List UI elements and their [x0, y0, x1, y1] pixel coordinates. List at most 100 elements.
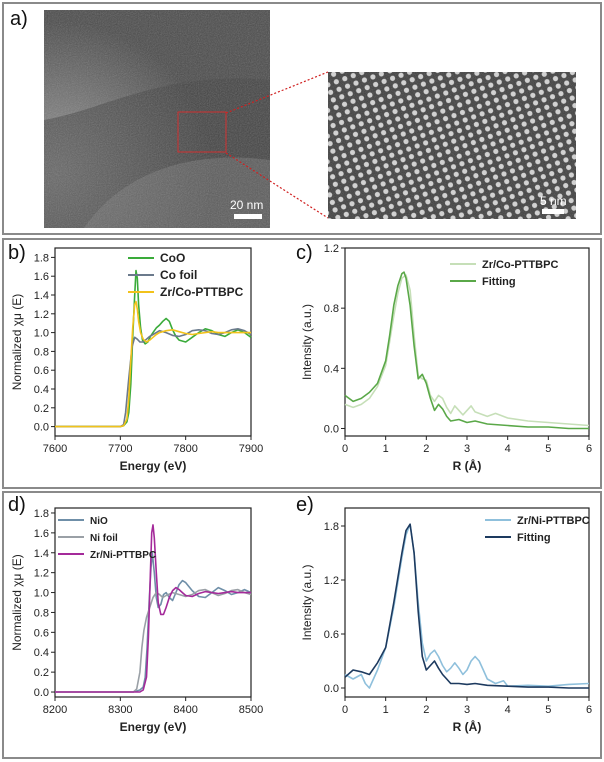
y-axis-label: Intensity (a.u.) — [300, 304, 314, 380]
series-line-co-foil — [55, 328, 252, 428]
x-tick-label: 8500 — [239, 704, 263, 716]
plot-frame-b — [54, 247, 252, 437]
legend-label: NiO — [90, 516, 108, 527]
plot-frame-d — [54, 507, 252, 698]
y-tick-label: 0.0 — [324, 683, 339, 695]
legend-label: Zr/Co-PTTBPC — [482, 259, 558, 271]
y-tick-label: 0.2 — [34, 667, 49, 679]
y-tick-label: 1.2 — [324, 575, 339, 587]
legend-label: Zr/Ni-PTTBPC — [517, 515, 590, 527]
x-tick-label: 2 — [423, 443, 429, 455]
x-tick-label: 5 — [545, 704, 551, 716]
x-tick-label: 0 — [342, 704, 348, 716]
panel-bc-frame — [2, 238, 602, 489]
zoom-connector-lines — [225, 71, 329, 219]
y-tick-label: 1.2 — [34, 309, 49, 321]
chart-b-xanes-co: 7600 7700 7800 7900 0.0 0.2 0.4 0.6 0.8 1.0 1.2 1.4… — [10, 247, 263, 473]
chart-d-xanes-ni: 8200 8300 8400 8500 0.0 0.2 0.4 0.6 0.8 1.0 1.2 1.4… — [10, 507, 263, 734]
y-tick-label: 1.2 — [324, 243, 339, 255]
x-tick-label: 7700 — [108, 443, 132, 455]
series-line-nio — [55, 551, 252, 693]
panel-c-label: c) — [296, 242, 313, 264]
series-line-fitting — [344, 271, 589, 430]
chart-c-exafs-co: 0 1 2 3 4 5 6 0.0 0.4 0.8 1.2 R (Å) Intensity (a.u.)… — [300, 243, 592, 473]
tem-zoom-graphic — [328, 72, 576, 219]
y-tick-label: 1.6 — [34, 271, 49, 283]
y-tick-label: 1.4 — [34, 290, 49, 302]
y-tick-label: 0.0 — [34, 422, 49, 434]
x-tick-label: 8400 — [173, 704, 197, 716]
y-tick-label: 0.8 — [34, 346, 49, 358]
y-tick-label: 0.0 — [324, 423, 339, 435]
x-axis-label: Energy (eV) — [120, 720, 187, 734]
legend-label: Fitting — [482, 276, 516, 288]
scale-bar-left — [234, 214, 262, 219]
y-tick-label: 0.6 — [324, 629, 339, 641]
x-tick-label: 5 — [545, 443, 551, 455]
x-axis-label: R (Å) — [453, 719, 482, 734]
y-tick-label: 1.4 — [34, 548, 49, 560]
y-tick-label: 0.6 — [34, 365, 49, 377]
x-tick-label: 3 — [464, 704, 470, 716]
legend-label: Fitting — [517, 532, 551, 544]
x-tick-label: 8200 — [43, 704, 67, 716]
y-tick-label: 0.4 — [34, 647, 49, 659]
x-tick-label: 8300 — [108, 704, 132, 716]
y-tick-label: 1.8 — [34, 252, 49, 264]
panel-e-label: e) — [296, 494, 314, 516]
y-tick-label: 0.2 — [34, 403, 49, 415]
x-tick-label: 7800 — [173, 443, 197, 455]
x-tick-label: 0 — [342, 443, 348, 455]
panel-d-label: d) — [8, 494, 26, 516]
x-tick-label: 6 — [586, 443, 592, 455]
series-line-zr-ni-pttbpc — [344, 523, 590, 689]
series-line-zr-ni-pttbpc — [55, 524, 251, 693]
y-tick-label: 1.8 — [324, 521, 339, 533]
zoom-region-box — [177, 111, 227, 153]
y-tick-label: 1.8 — [34, 508, 49, 520]
y-tick-label: 0.4 — [34, 384, 49, 396]
x-tick-label: 3 — [464, 443, 470, 455]
scale-label-left: 20 nm — [230, 198, 264, 212]
legend-label: Zr/Ni-PTTBPC — [90, 550, 156, 561]
panel-a-frame — [2, 2, 602, 235]
series-line-zr-co-pttbpc — [55, 300, 251, 428]
y-tick-label: 1.0 — [34, 328, 49, 340]
y-tick-label: 1.2 — [34, 568, 49, 580]
y-tick-label: 1.6 — [34, 528, 49, 540]
x-tick-label: 1 — [383, 443, 389, 455]
x-tick-label: 2 — [423, 704, 429, 716]
legend-label: CoO — [160, 251, 185, 265]
x-tick-label: 6 — [586, 704, 592, 716]
y-tick-label: 0.8 — [34, 607, 49, 619]
y-axis-label: Normalized χμ (E) — [10, 554, 24, 651]
plot-frame-c — [344, 247, 590, 437]
y-tick-label: 0.8 — [324, 303, 339, 315]
x-axis-label: R (Å) — [453, 458, 482, 473]
y-axis-label: Normalized χμ (E) — [10, 294, 24, 391]
x-tick-label: 1 — [383, 704, 389, 716]
y-tick-label: 1.0 — [34, 588, 49, 600]
series-line-fitting — [344, 523, 589, 689]
tem-overview-graphic — [44, 10, 270, 228]
legend-label: Ni foil — [90, 533, 118, 544]
x-tick-label: 4 — [505, 704, 511, 716]
chart-e-exafs-ni: 0 1 2 3 4 5 6 0.0 0.6 1.2 1.8 R (Å) Intensity (a.u.)… — [300, 507, 592, 734]
y-tick-label: 0.6 — [34, 627, 49, 639]
panel-b-label: b) — [8, 242, 26, 264]
y-tick-label: 0.4 — [324, 363, 339, 375]
x-tick-label: 7600 — [43, 443, 67, 455]
series-line-ni-foil — [55, 588, 252, 693]
legend-label: Co foil — [160, 268, 197, 282]
x-tick-label: 4 — [505, 443, 511, 455]
panel-a-label: a) — [10, 8, 28, 30]
panel-de-frame — [2, 491, 602, 759]
legend-label: Zr/Co-PTTBPC — [160, 285, 244, 299]
y-tick-label: 0.0 — [34, 687, 49, 699]
scale-bar-right — [542, 209, 564, 214]
x-axis-label: Energy (eV) — [120, 459, 187, 473]
series-line-zr-co-pttbpc — [344, 274, 590, 427]
tem-image-overview: 20 nm — [44, 10, 270, 228]
scale-label-right: 5 nm — [540, 194, 567, 208]
x-tick-label: 7900 — [239, 443, 263, 455]
